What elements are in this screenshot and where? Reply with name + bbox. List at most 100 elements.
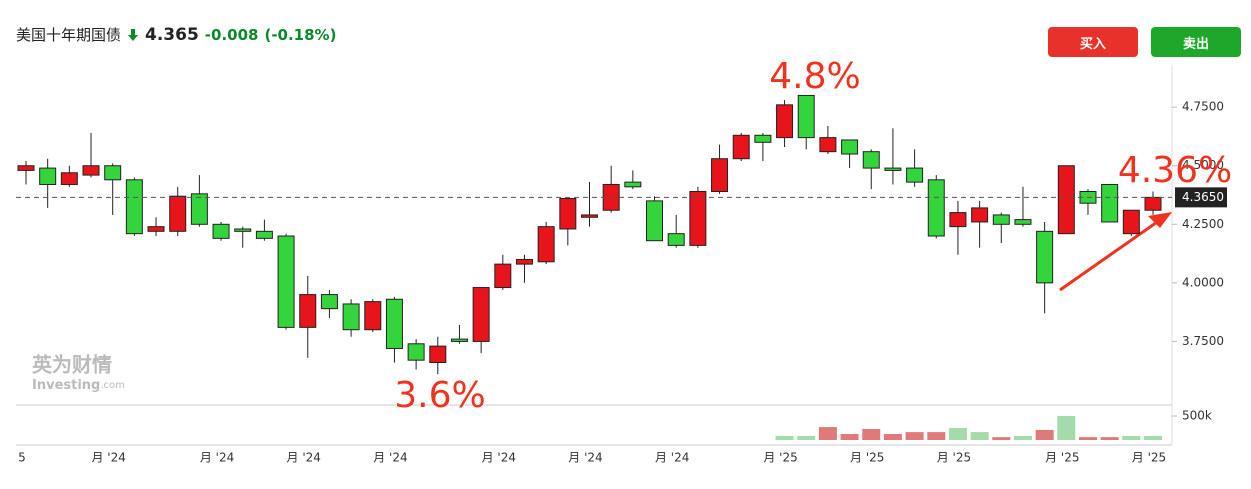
candle-body bbox=[1014, 219, 1032, 225]
watermark-brand: Investing bbox=[32, 378, 100, 393]
down-arrow-icon bbox=[128, 28, 139, 41]
volume-bar bbox=[1100, 437, 1119, 440]
volume-bar bbox=[818, 427, 837, 440]
candle-body bbox=[1122, 209, 1140, 235]
price: 4.365 bbox=[145, 24, 199, 45]
x-tick-label: 月 '24 bbox=[655, 451, 689, 465]
volume-bar bbox=[948, 428, 967, 440]
candle-body bbox=[559, 198, 577, 230]
candle-body bbox=[646, 200, 664, 242]
candle-body bbox=[125, 179, 143, 235]
volume-bar bbox=[840, 434, 859, 440]
x-tick-label: 月 '25 bbox=[937, 451, 971, 465]
title: 美国十年期国债 bbox=[16, 26, 122, 44]
annotation-arrowhead bbox=[1148, 212, 1172, 228]
volume-bar bbox=[797, 435, 816, 440]
candle-body bbox=[949, 212, 967, 228]
candle-body bbox=[1144, 196, 1162, 211]
candle-body bbox=[862, 151, 880, 169]
candle-body bbox=[17, 165, 35, 171]
candle-body bbox=[255, 230, 273, 239]
candle-body bbox=[342, 303, 360, 331]
x-tick-label: 月 '25 bbox=[850, 451, 884, 465]
watermark-suffix: .com bbox=[100, 380, 125, 391]
candle-body bbox=[320, 294, 338, 310]
volume-bar bbox=[1078, 437, 1097, 440]
volume-bar bbox=[862, 428, 881, 440]
y-tick-label: 4.0000 bbox=[1182, 275, 1224, 289]
candle-body bbox=[364, 301, 382, 331]
candle-body bbox=[169, 195, 187, 232]
x-tick-label: 5 bbox=[18, 451, 26, 465]
candle-body bbox=[754, 134, 772, 143]
candle-body bbox=[689, 191, 707, 246]
candle-body bbox=[906, 167, 924, 183]
volume-bar bbox=[927, 432, 946, 440]
y-tick-label: 4.5000 bbox=[1182, 158, 1224, 172]
x-tick-label: 月 '25 bbox=[1132, 451, 1166, 465]
change-percent: (-0.18%) bbox=[264, 25, 337, 44]
volume-bar bbox=[883, 434, 902, 440]
annotation-arrow bbox=[1059, 218, 1161, 292]
candle-body bbox=[971, 207, 989, 223]
sell-button[interactable]: 卖出 bbox=[1151, 27, 1241, 57]
watermark-cn: 英为财情 bbox=[32, 353, 112, 377]
buy-button[interactable]: 买入 bbox=[1048, 27, 1138, 57]
candle-body bbox=[299, 294, 317, 328]
volume-bar bbox=[1122, 435, 1141, 440]
candle-body bbox=[732, 134, 750, 160]
candle-body bbox=[1036, 230, 1054, 284]
volume-bar bbox=[992, 437, 1011, 440]
volume-bar bbox=[905, 432, 924, 440]
x-tick-label: 月 '24 bbox=[200, 451, 234, 465]
volume-tick-label: 500k bbox=[1182, 409, 1212, 423]
candle-body bbox=[212, 223, 230, 239]
x-tick-label: 月 '24 bbox=[568, 451, 602, 465]
volume-bar bbox=[1013, 435, 1032, 440]
candle-body bbox=[407, 343, 425, 361]
candle-body bbox=[624, 181, 642, 188]
candle-body bbox=[819, 137, 837, 153]
candle-body bbox=[667, 233, 685, 246]
x-tick-label: 月 '24 bbox=[373, 451, 407, 465]
candle-body bbox=[884, 167, 902, 171]
candle-body bbox=[39, 167, 57, 185]
volume-bar bbox=[1035, 429, 1054, 440]
annotation: 4.36% bbox=[1118, 150, 1232, 191]
header: 美国十年期国债 4.365 -0.008 (-0.18%) bbox=[16, 24, 336, 45]
last-price-box bbox=[1175, 187, 1227, 208]
change: -0.008 bbox=[204, 25, 259, 44]
y-tick-label: 4.2500 bbox=[1182, 217, 1224, 231]
x-tick-label: 月 '24 bbox=[91, 451, 125, 465]
candle-body bbox=[60, 172, 78, 185]
candle-body bbox=[147, 226, 165, 232]
candle-body bbox=[277, 235, 295, 328]
annotation: 4.8% bbox=[769, 56, 860, 97]
candle-body bbox=[1101, 183, 1119, 223]
candle-body bbox=[1057, 165, 1075, 235]
candle-body bbox=[82, 165, 100, 176]
candle-body bbox=[841, 139, 859, 155]
volume-bar bbox=[775, 435, 794, 440]
volume-bar bbox=[970, 432, 989, 440]
candle-body bbox=[494, 263, 512, 289]
candle-body bbox=[581, 214, 598, 218]
candle-body bbox=[992, 214, 1010, 225]
candle-body bbox=[472, 287, 490, 342]
x-tick-label: 月 '25 bbox=[763, 451, 797, 465]
candle-body bbox=[429, 345, 447, 364]
candle-body bbox=[711, 158, 729, 193]
candle-body bbox=[385, 298, 403, 349]
annotation: 3.6% bbox=[394, 375, 485, 416]
candle-body bbox=[797, 94, 815, 139]
candle-body bbox=[450, 338, 468, 342]
candle-body bbox=[927, 179, 945, 237]
y-tick-label: 4.7500 bbox=[1182, 100, 1224, 114]
candle-body bbox=[190, 193, 208, 225]
candle-body bbox=[515, 258, 533, 265]
candle-body bbox=[776, 104, 794, 139]
watermark-en: Investing.com bbox=[32, 378, 125, 393]
x-tick-label: 月 '25 bbox=[1045, 451, 1079, 465]
